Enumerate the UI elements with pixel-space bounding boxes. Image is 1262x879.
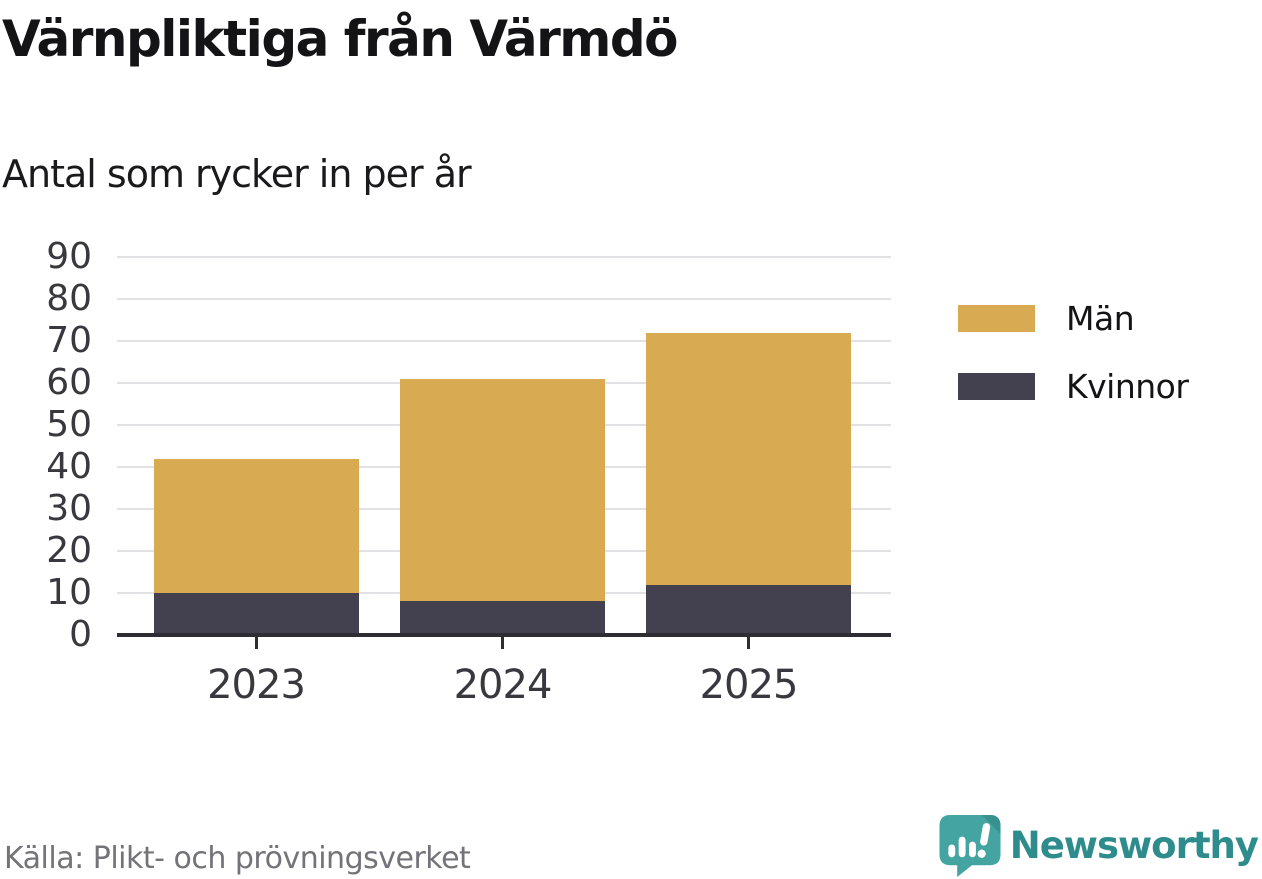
chart-subtitle: Antal som rycker in per år (2, 152, 472, 196)
x-axis-label-2024: 2024 (453, 662, 553, 708)
gridline-80 (117, 298, 891, 300)
legend-label: Män (1066, 299, 1135, 338)
x-axis-label-2025: 2025 (699, 662, 799, 708)
y-axis-tick-label: 30 (46, 488, 92, 529)
gridline-70 (117, 340, 891, 342)
bar-2025-män (646, 332, 851, 585)
y-axis-tick-label: 70 (46, 320, 92, 361)
y-axis-tick-label: 0 (69, 614, 92, 655)
x-axis-line (117, 633, 891, 637)
x-axis-tick (501, 637, 504, 649)
bar-2024-kvinnor (400, 601, 605, 635)
y-axis-tick-label: 10 (46, 572, 92, 613)
legend: Män Kvinnor (958, 299, 1189, 435)
bar-2025-kvinnor (646, 584, 851, 635)
legend-swatch-män (958, 305, 1035, 332)
x-axis-tick (254, 637, 258, 649)
bar-2023-kvinnor (153, 593, 359, 635)
y-axis-tick-label: 90 (46, 236, 92, 277)
bar-2023-män (153, 458, 359, 593)
bar-2024-män (400, 378, 605, 602)
x-axis-label-2023: 2023 (207, 662, 306, 708)
legend-label: Kvinnor (1066, 367, 1189, 406)
legend-swatch-kvinnor (958, 373, 1035, 400)
legend-item-män[interactable]: Män (958, 299, 1188, 338)
x-axis-tick (747, 637, 750, 649)
source-text: Källa: Plikt- och prövningsverket (4, 841, 471, 876)
chart-title: Värnpliktiga från Värmdö (2, 10, 679, 68)
y-axis-tick-label: 50 (46, 404, 92, 445)
y-axis-tick-label: 20 (46, 530, 92, 571)
brand-name: Newsworthy (1009, 824, 1259, 867)
y-axis-tick-label: 80 (46, 278, 92, 319)
brand-logo[interactable]: Newsworthy (938, 814, 1259, 877)
y-axis-tick-label: 40 (46, 446, 92, 487)
y-axis-tick-label: 60 (46, 362, 92, 403)
newsworthy-logo-icon (939, 814, 1001, 877)
legend-item-kvinnor[interactable]: Kvinnor (958, 367, 1189, 406)
gridline-90 (117, 256, 891, 258)
